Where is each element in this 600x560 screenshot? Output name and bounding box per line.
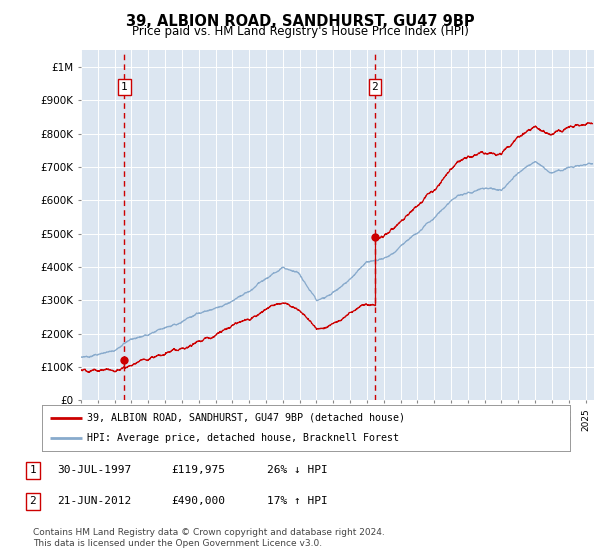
Text: Contains HM Land Registry data © Crown copyright and database right 2024.: Contains HM Land Registry data © Crown c…: [33, 528, 385, 536]
Text: This data is licensed under the Open Government Licence v3.0.: This data is licensed under the Open Gov…: [33, 539, 322, 548]
Text: 17% ↑ HPI: 17% ↑ HPI: [267, 496, 328, 506]
Text: 21-JUN-2012: 21-JUN-2012: [57, 496, 131, 506]
Text: 30-JUL-1997: 30-JUL-1997: [57, 465, 131, 475]
Text: Price paid vs. HM Land Registry's House Price Index (HPI): Price paid vs. HM Land Registry's House …: [131, 25, 469, 38]
Text: 1: 1: [121, 82, 128, 92]
Text: 1: 1: [29, 465, 37, 475]
Text: 39, ALBION ROAD, SANDHURST, GU47 9BP (detached house): 39, ALBION ROAD, SANDHURST, GU47 9BP (de…: [87, 413, 405, 423]
Text: HPI: Average price, detached house, Bracknell Forest: HPI: Average price, detached house, Brac…: [87, 433, 399, 443]
Text: 39, ALBION ROAD, SANDHURST, GU47 9BP: 39, ALBION ROAD, SANDHURST, GU47 9BP: [125, 14, 475, 29]
Text: 26% ↓ HPI: 26% ↓ HPI: [267, 465, 328, 475]
Text: 2: 2: [371, 82, 378, 92]
Text: 2: 2: [29, 496, 37, 506]
Text: £119,975: £119,975: [171, 465, 225, 475]
Text: £490,000: £490,000: [171, 496, 225, 506]
